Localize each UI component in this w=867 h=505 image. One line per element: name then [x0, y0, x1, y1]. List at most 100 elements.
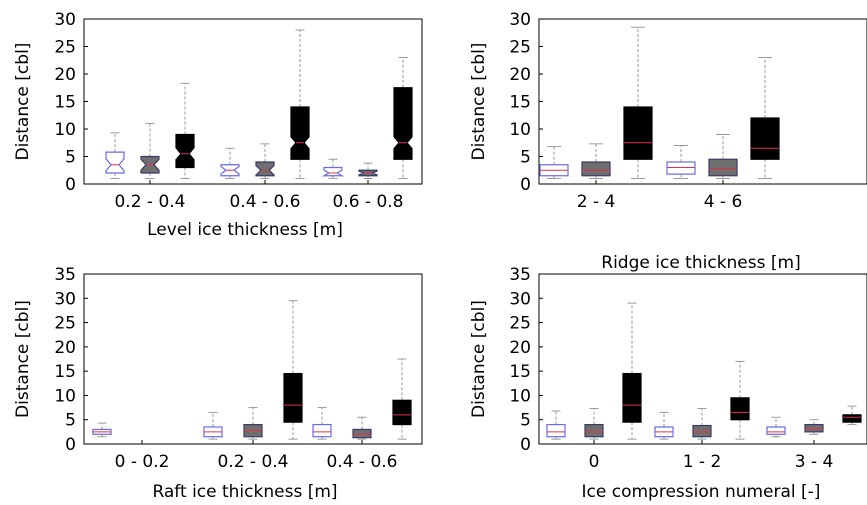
box-white [105, 132, 125, 179]
box-body [692, 424, 712, 438]
box-gray [581, 143, 611, 179]
x-tick-label: 0.4 - 0.6 [326, 452, 397, 472]
box-body [622, 372, 642, 423]
box-body [623, 106, 653, 160]
box-body [730, 397, 750, 421]
box-gray [804, 419, 824, 435]
x-tick-label: 3 - 4 [795, 452, 834, 472]
x-tick-label: 0.2 - 0.4 [217, 452, 288, 472]
x-tick-label: 0.4 - 0.6 [229, 192, 300, 212]
y-tick-label: 5 [520, 148, 531, 168]
box-body [750, 117, 780, 160]
x-axis-label: Level ice thickness [m] [147, 220, 343, 240]
box-white [546, 410, 566, 440]
box-body [581, 161, 611, 177]
y-tick-label: 30 [54, 10, 76, 30]
box-body [666, 161, 696, 175]
box-white [539, 146, 569, 179]
y-tick-label: 5 [520, 411, 531, 431]
y-tick-label: 0 [65, 175, 76, 195]
y-tick-label: 0 [65, 435, 76, 455]
y-tick-label: 10 [54, 386, 76, 406]
box-white [92, 422, 112, 438]
plot-frame [538, 273, 867, 445]
y-tick-label: 15 [509, 93, 531, 113]
y-tick-label: 10 [54, 120, 76, 140]
box-body [105, 151, 125, 174]
box-white [321, 158, 345, 179]
box-white [203, 411, 223, 440]
box-black [842, 405, 862, 426]
box-black [392, 358, 412, 440]
y-tick-label: 25 [54, 314, 76, 334]
box-body [708, 158, 738, 177]
box-gray [140, 123, 160, 179]
box-white [654, 411, 674, 440]
box-body [393, 87, 413, 160]
box-black [393, 57, 413, 179]
box-body [321, 166, 345, 177]
box-black [283, 300, 303, 440]
y-tick-label: 25 [54, 38, 76, 58]
chart-panel-3: 0 5 10 15 20 25 30 35 0 - 0.2 0.2 - 0.4 0.4 - 0.6 R… [13, 265, 423, 502]
chart-panel-4: 0 5 10 15 20 25 30 35 0 1 - 2 3 - 4 Ice compression… [469, 265, 867, 502]
box-gray [352, 416, 372, 440]
box-black [623, 26, 653, 179]
y-tick-label: 25 [509, 314, 531, 334]
y-tick-label: 20 [54, 338, 76, 358]
plot-frame [83, 18, 423, 185]
x-axis-label: Ice compression numeral [-] [582, 482, 821, 502]
x-tick-label: 0.6 - 0.8 [332, 192, 403, 212]
y-tick-label: 20 [509, 65, 531, 85]
y-tick-label: 15 [54, 93, 76, 113]
box-body [352, 428, 372, 439]
box-body [584, 423, 604, 438]
box-black [290, 29, 310, 179]
y-tick-label: 0 [520, 435, 531, 455]
box-gray [255, 143, 275, 179]
y-tick-label: 35 [509, 265, 531, 285]
box-body [175, 133, 195, 169]
y-tick-label: 30 [54, 289, 76, 309]
y-tick-label: 10 [509, 120, 531, 140]
x-tick-label: 1 - 2 [683, 452, 722, 472]
box-gray [243, 407, 263, 440]
x-axis-label: Raft ice thickness [m] [152, 482, 337, 502]
y-tick-label: 35 [54, 265, 76, 285]
plot-frame [538, 18, 867, 185]
box-body [283, 372, 303, 423]
box-body [842, 414, 862, 423]
y-axis-label: Distance [cbl] [469, 300, 489, 418]
box-white [766, 416, 786, 438]
y-axis-label: Distance [cbl] [13, 43, 33, 161]
box-gray [692, 408, 712, 440]
box-body [312, 423, 332, 438]
box-body [290, 106, 310, 160]
y-tick-label: 5 [65, 411, 76, 431]
y-tick-label: 30 [509, 289, 531, 309]
box-gray [358, 162, 378, 179]
box-black [175, 82, 195, 179]
box-black [730, 360, 750, 440]
box-body [392, 399, 412, 426]
y-tick-label: 20 [509, 338, 531, 358]
y-tick-label: 25 [509, 38, 531, 58]
box-body [255, 161, 275, 177]
box-gray [584, 408, 604, 440]
box-black [750, 57, 780, 179]
x-tick-label: 4 - 6 [704, 192, 743, 212]
chart-panel-2: 0 5 10 15 20 25 30 2 - 4 4 - 6 Ridge ice thicknes… [469, 10, 867, 273]
box-body [766, 426, 786, 435]
box-white [666, 145, 696, 179]
x-tick-label: 0.2 - 0.4 [114, 192, 185, 212]
x-tick-label: 0 - 0.2 [115, 452, 170, 472]
box-white [220, 147, 240, 179]
box-black [622, 302, 642, 440]
y-axis-label: Distance [cbl] [13, 300, 33, 418]
y-tick-label: 5 [65, 148, 76, 168]
y-tick-label: 30 [509, 10, 531, 30]
y-tick-label: 10 [509, 386, 531, 406]
box-gray [708, 134, 738, 179]
box-white [312, 407, 332, 440]
